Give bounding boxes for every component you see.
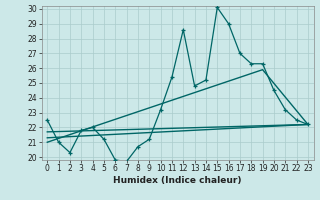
- X-axis label: Humidex (Indice chaleur): Humidex (Indice chaleur): [113, 176, 242, 185]
